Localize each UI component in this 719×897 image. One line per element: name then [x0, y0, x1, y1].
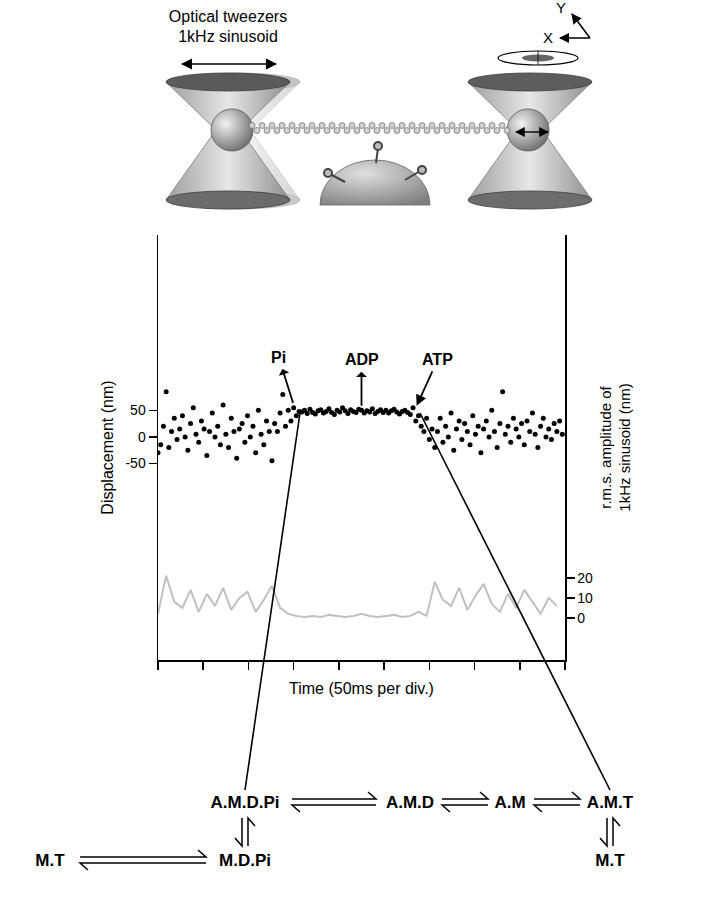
svg-text:Optical tweezers: Optical tweezers [169, 8, 287, 25]
svg-text:20: 20 [577, 570, 593, 586]
svg-text:-50: -50 [125, 455, 145, 471]
svg-text:M.T: M.T [35, 851, 65, 870]
svg-text:0: 0 [138, 429, 146, 445]
svg-text:50: 50 [130, 402, 146, 418]
svg-text:Displacement (nm): Displacement (nm) [99, 380, 116, 514]
svg-text:Time (50ms per div.): Time (50ms per div.) [289, 680, 434, 697]
svg-text:Pi: Pi [271, 349, 286, 366]
svg-text:ADP: ADP [345, 351, 379, 368]
svg-text:A.M.T: A.M.T [587, 793, 634, 812]
svg-text:1kHz sinusoid: 1kHz sinusoid [178, 28, 278, 45]
svg-text:Y: Y [556, 0, 566, 16]
svg-text:M.T: M.T [595, 851, 625, 870]
svg-text:ATP: ATP [422, 351, 453, 368]
svg-text:M.D.Pi: M.D.Pi [219, 851, 271, 870]
svg-text:r.m.s. amplitude of1kHz sinuso: r.m.s. amplitude of1kHz sinusoid (nm) [597, 383, 634, 511]
svg-text:A.M.D: A.M.D [386, 793, 434, 812]
svg-text:X: X [543, 29, 553, 46]
svg-text:10: 10 [577, 590, 593, 606]
svg-text:A.M.D.Pi: A.M.D.Pi [211, 793, 280, 812]
svg-text:0: 0 [577, 610, 585, 626]
svg-text:A.M: A.M [494, 793, 525, 812]
